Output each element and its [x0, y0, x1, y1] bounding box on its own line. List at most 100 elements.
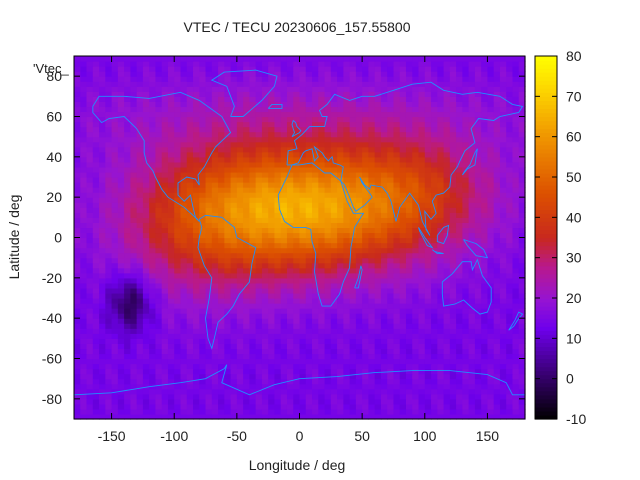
heatmap-cell [405, 328, 413, 334]
heatmap-cell [449, 136, 457, 143]
heatmap-cell [180, 156, 188, 163]
heatmap-cell [180, 363, 188, 370]
heatmap-cell [499, 298, 507, 304]
heatmap-cell [324, 287, 332, 294]
heatmap-cell [380, 182, 388, 188]
heatmap-cell [487, 413, 495, 420]
heatmap-cell [80, 222, 88, 229]
heatmap-cell [293, 192, 301, 198]
heatmap-cell [161, 146, 169, 153]
heatmap-cell [462, 177, 470, 183]
heatmap-cell [349, 333, 357, 339]
heatmap-cell [493, 141, 501, 148]
heatmap-cell [512, 232, 520, 239]
heatmap-cell [337, 217, 344, 223]
heatmap-cell [456, 313, 463, 319]
heatmap-cell [80, 247, 88, 254]
heatmap-cell [399, 338, 407, 344]
heatmap-cell [268, 308, 276, 314]
heatmap-cell [512, 388, 520, 395]
heatmap-cell [105, 81, 113, 87]
heatmap-cell [193, 232, 200, 239]
heatmap-cell [199, 303, 207, 309]
heatmap-cell [224, 242, 232, 249]
heatmap-cell [161, 131, 169, 138]
heatmap-cell [368, 383, 376, 390]
heatmap-cell [374, 323, 382, 329]
heatmap-cell [99, 197, 106, 203]
heatmap-cell [299, 338, 307, 344]
heatmap-cell [474, 328, 482, 334]
heatmap-cell [86, 177, 94, 183]
heatmap-cell [330, 318, 338, 324]
heatmap-cell [431, 277, 438, 284]
heatmap-cell [493, 383, 501, 390]
heatmap-cell [355, 257, 363, 264]
heatmap-cell [268, 126, 276, 133]
heatmap-cell [117, 141, 125, 148]
heatmap-cell [117, 76, 125, 82]
heatmap-cell [443, 192, 451, 198]
heatmap-cell [249, 363, 257, 370]
heatmap-cell [418, 287, 426, 294]
heatmap-cell [274, 328, 282, 334]
heatmap-cell [161, 227, 169, 234]
heatmap-cell [299, 358, 307, 365]
heatmap-cell [312, 136, 319, 143]
heatmap-cell [512, 171, 520, 178]
heatmap-cell [305, 116, 313, 123]
heatmap-cell [186, 292, 194, 299]
heatmap-cell [117, 171, 125, 178]
heatmap-cell [111, 272, 119, 279]
heatmap-cell [493, 217, 501, 223]
heatmap-cell [80, 131, 88, 138]
heatmap-cell [130, 96, 138, 102]
heatmap-cell [92, 101, 100, 108]
heatmap-cell [280, 267, 288, 274]
heatmap-cell [205, 101, 213, 108]
heatmap-cell [293, 116, 301, 123]
heatmap-cell [437, 146, 445, 153]
heatmap-cell [399, 217, 407, 223]
heatmap-cell [312, 101, 319, 108]
heatmap-cell [474, 378, 482, 385]
heatmap-cell [211, 227, 219, 234]
heatmap-cell [468, 131, 476, 138]
heatmap-cell [80, 398, 88, 405]
heatmap-cell [186, 96, 194, 102]
heatmap-cell [462, 303, 470, 309]
heatmap-cell [299, 151, 307, 158]
heatmap-cell [412, 413, 420, 420]
heatmap-cell [305, 242, 313, 249]
heatmap-cell [512, 257, 520, 264]
heatmap-cell [130, 71, 138, 77]
heatmap-cell [105, 171, 113, 178]
heatmap-cell [393, 408, 401, 415]
heatmap-cell [80, 116, 88, 123]
heatmap-cell [186, 368, 194, 375]
heatmap-cell [437, 277, 445, 284]
heatmap-cell [374, 247, 382, 254]
heatmap-cell [105, 161, 113, 168]
heatmap-cell [324, 267, 332, 274]
heatmap-cell [474, 232, 482, 239]
heatmap-cell [506, 131, 514, 138]
heatmap-cell [111, 136, 119, 143]
heatmap-cell [493, 227, 501, 234]
heatmap-cell [117, 338, 125, 344]
heatmap-cell [324, 363, 332, 370]
heatmap-cell [449, 187, 457, 193]
heatmap-cell [161, 252, 169, 259]
heatmap-cell [180, 161, 188, 168]
heatmap-cell [211, 91, 219, 97]
heatmap-cell [456, 197, 463, 203]
heatmap-cell [437, 136, 445, 143]
heatmap-cell [449, 333, 457, 339]
heatmap-cell [412, 192, 420, 198]
heatmap-cell [205, 151, 213, 158]
heatmap-cell [506, 358, 514, 365]
heatmap-cell [236, 242, 244, 249]
heatmap-cell [362, 252, 369, 259]
heatmap-cell [312, 76, 319, 82]
heatmap-cell [393, 292, 401, 299]
